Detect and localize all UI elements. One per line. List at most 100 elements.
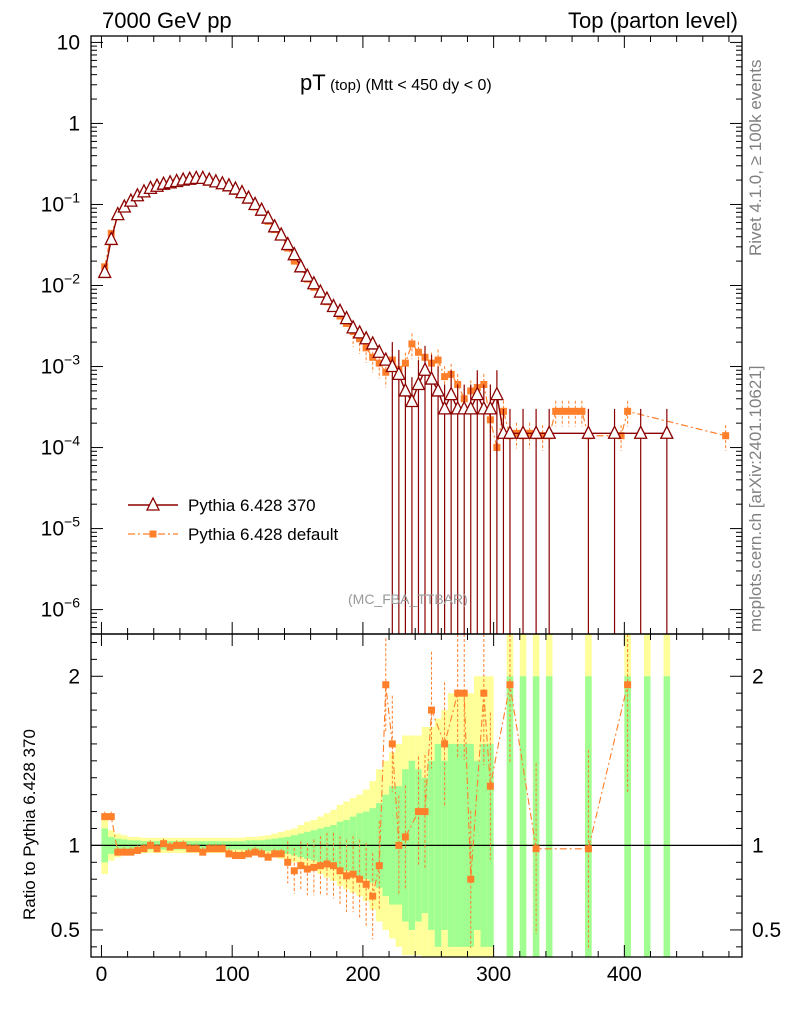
ratio-point bbox=[584, 845, 592, 853]
ref-point bbox=[437, 400, 452, 415]
ref-point bbox=[659, 424, 674, 439]
ratio-point bbox=[467, 875, 475, 883]
mc-point bbox=[578, 407, 586, 415]
ref-point bbox=[313, 283, 328, 298]
ref-point bbox=[372, 343, 387, 358]
ratio-point bbox=[356, 875, 364, 883]
ref-point bbox=[326, 298, 341, 313]
rivet-version-label: Rivet 4.1.0, ≥ 100k events bbox=[746, 59, 765, 256]
plot-title-main: pT bbox=[300, 70, 326, 95]
ratio-point bbox=[506, 681, 514, 689]
ratio-point bbox=[101, 813, 109, 821]
process-label: Top (parton level) bbox=[568, 8, 738, 33]
ref-point bbox=[385, 358, 400, 373]
ref-point bbox=[306, 275, 321, 290]
ratio-point bbox=[323, 860, 331, 868]
ref-point bbox=[97, 263, 112, 279]
y-tick-label: 10−4 bbox=[41, 433, 81, 460]
mc-point bbox=[539, 432, 547, 440]
y-tick-mantissa: 10 bbox=[41, 437, 64, 460]
ref-point bbox=[391, 365, 406, 381]
y-tick-mantissa: 10 bbox=[41, 599, 64, 622]
ref-point bbox=[633, 424, 648, 439]
main-plot-marks bbox=[97, 169, 730, 634]
ref-point bbox=[431, 382, 446, 397]
ref-point bbox=[444, 386, 459, 401]
ratio-point bbox=[486, 782, 494, 790]
ratio-y-tick-label-right: 2 bbox=[752, 665, 764, 688]
ratio-point bbox=[441, 740, 449, 748]
ratio-point bbox=[343, 872, 351, 880]
y-tick-mantissa: 10 bbox=[41, 274, 64, 297]
ref-point bbox=[261, 209, 276, 224]
ratio-point bbox=[329, 862, 337, 870]
ratio-point bbox=[375, 862, 383, 870]
mc-series-line bbox=[104, 178, 726, 448]
x-tick-label: 0 bbox=[96, 963, 108, 986]
ratio-point bbox=[245, 850, 253, 858]
mc-point bbox=[565, 407, 573, 415]
ref-point bbox=[470, 386, 485, 401]
ref-point bbox=[287, 246, 302, 261]
plot-title: pT (top) (Mtt < 450 dy < 0) bbox=[300, 70, 492, 96]
ratio-point bbox=[277, 850, 285, 858]
ratio-point bbox=[212, 845, 220, 853]
ratio-point bbox=[454, 689, 462, 697]
ratio-y-tick-label: 1 bbox=[68, 834, 80, 857]
ratio-point bbox=[133, 846, 141, 854]
band-green bbox=[624, 676, 631, 957]
mc-point bbox=[552, 407, 560, 415]
ref-series-line bbox=[104, 177, 667, 434]
ratio-point bbox=[401, 833, 409, 841]
ratio-point bbox=[160, 840, 168, 848]
ratio-point bbox=[127, 848, 135, 856]
y-tick-label: 10−5 bbox=[41, 514, 81, 541]
ratio-point bbox=[231, 852, 239, 860]
ref-point bbox=[293, 258, 308, 273]
ref-point bbox=[234, 184, 250, 199]
ref-point bbox=[300, 267, 315, 282]
x-tick-label: 200 bbox=[345, 963, 380, 986]
ref-point bbox=[104, 231, 119, 246]
y-tick-label: 10−6 bbox=[41, 595, 81, 622]
mc-point bbox=[401, 359, 409, 367]
ratio-y-tick-label-right: 0.5 bbox=[752, 919, 781, 942]
ref-point bbox=[502, 424, 518, 439]
ref-point bbox=[542, 424, 557, 439]
band-green bbox=[545, 676, 553, 957]
band-green bbox=[519, 676, 527, 957]
ratio-point bbox=[414, 808, 422, 816]
ref-point bbox=[248, 196, 263, 211]
ref-point bbox=[352, 324, 367, 339]
band-green bbox=[532, 676, 540, 957]
ref-point bbox=[404, 393, 419, 408]
ref-point bbox=[241, 189, 256, 204]
ratio-point bbox=[297, 862, 305, 870]
ref-point bbox=[359, 330, 374, 345]
ref-point bbox=[398, 382, 413, 397]
ratio-point bbox=[140, 845, 148, 853]
y-tick-exponent: −1 bbox=[64, 189, 80, 205]
mc-point bbox=[434, 356, 442, 364]
ratio-point bbox=[238, 852, 246, 860]
ref-point bbox=[483, 400, 498, 415]
y-tick-exponent: −4 bbox=[64, 433, 80, 449]
ratio-point bbox=[624, 681, 632, 689]
band-green bbox=[663, 676, 671, 957]
ref-point bbox=[332, 302, 348, 317]
ratio-point bbox=[166, 843, 174, 851]
ratio-point bbox=[179, 841, 187, 849]
mc-point bbox=[624, 407, 632, 415]
legend-ref-label: Pythia 6.428 370 bbox=[188, 496, 316, 515]
ratio-point bbox=[316, 862, 324, 870]
ratio-point bbox=[421, 808, 429, 816]
ratio-point bbox=[205, 845, 213, 853]
ratio-point bbox=[218, 845, 226, 853]
ref-point bbox=[515, 424, 531, 439]
ratio-point bbox=[460, 689, 468, 697]
energy-label: 7000 GeV pp bbox=[102, 8, 232, 33]
ref-point bbox=[254, 201, 269, 216]
